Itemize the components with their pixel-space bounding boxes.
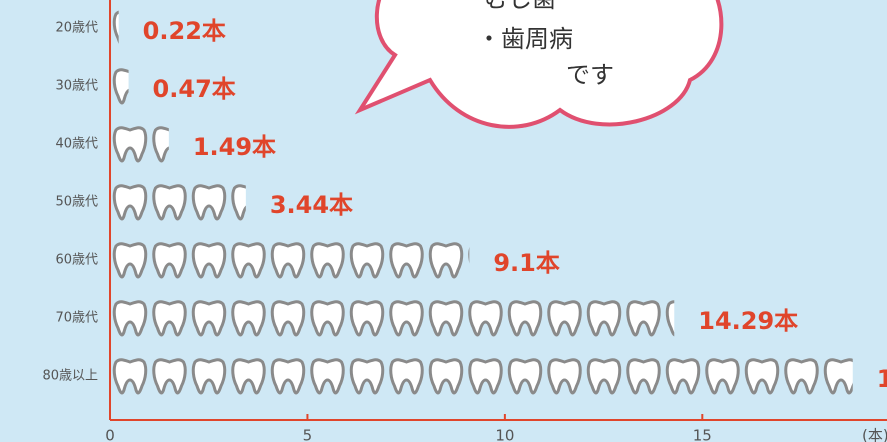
x-tick-label: 0 [105,427,115,442]
value-label: 9.1本 [493,249,560,277]
annotation: です [566,61,614,89]
annotation: ・歯周病 [477,25,573,53]
plot-area: 20歳代 0.22本 30歳代 0.47本 40歳代 1.49本 50歳代 3.44本 60歳代… [42,0,887,442]
value-label: 14.29本 [698,307,798,335]
annotation: むし歯 [484,0,556,13]
speech-bubble [354,0,724,129]
bar [110,182,246,222]
bar [110,298,675,338]
y-tick-label: 60歳代 [55,253,98,268]
y-tick-label: 20歳代 [55,21,98,36]
bar [110,124,169,164]
bar [110,356,853,396]
y-tick-label: 50歳代 [55,195,98,210]
y-tick-label: 30歳代 [55,79,98,94]
value-label: 3.44本 [270,191,353,219]
x-tick-label: 10 [495,427,514,442]
x-tick-label: 5 [303,427,313,442]
bar [110,8,119,48]
value-label: 1.49本 [193,133,276,161]
y-tick-label: 80歳以上 [42,369,98,384]
value-label: 0.22本 [143,17,226,45]
value-label: 0.47本 [153,75,236,103]
value-label: 18.81本 [877,365,887,393]
bar [110,240,470,280]
y-tick-label: 40歳代 [55,137,98,152]
x-axis-label: (本) [862,427,887,442]
y-tick-label: 70歳代 [55,311,98,326]
bar [110,66,129,106]
x-tick-label: 15 [693,427,712,442]
